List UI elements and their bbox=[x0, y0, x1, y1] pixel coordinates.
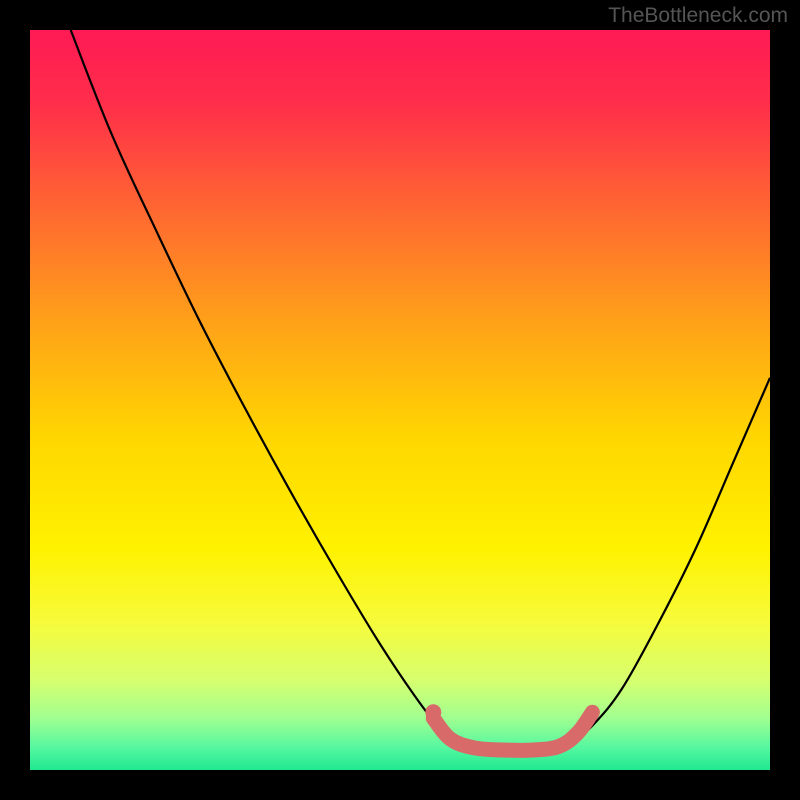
plot-area bbox=[30, 30, 770, 770]
gradient-background bbox=[30, 30, 770, 770]
watermark-text: TheBottleneck.com bbox=[608, 4, 788, 28]
chart-container: TheBottleneck.com bbox=[0, 0, 800, 800]
